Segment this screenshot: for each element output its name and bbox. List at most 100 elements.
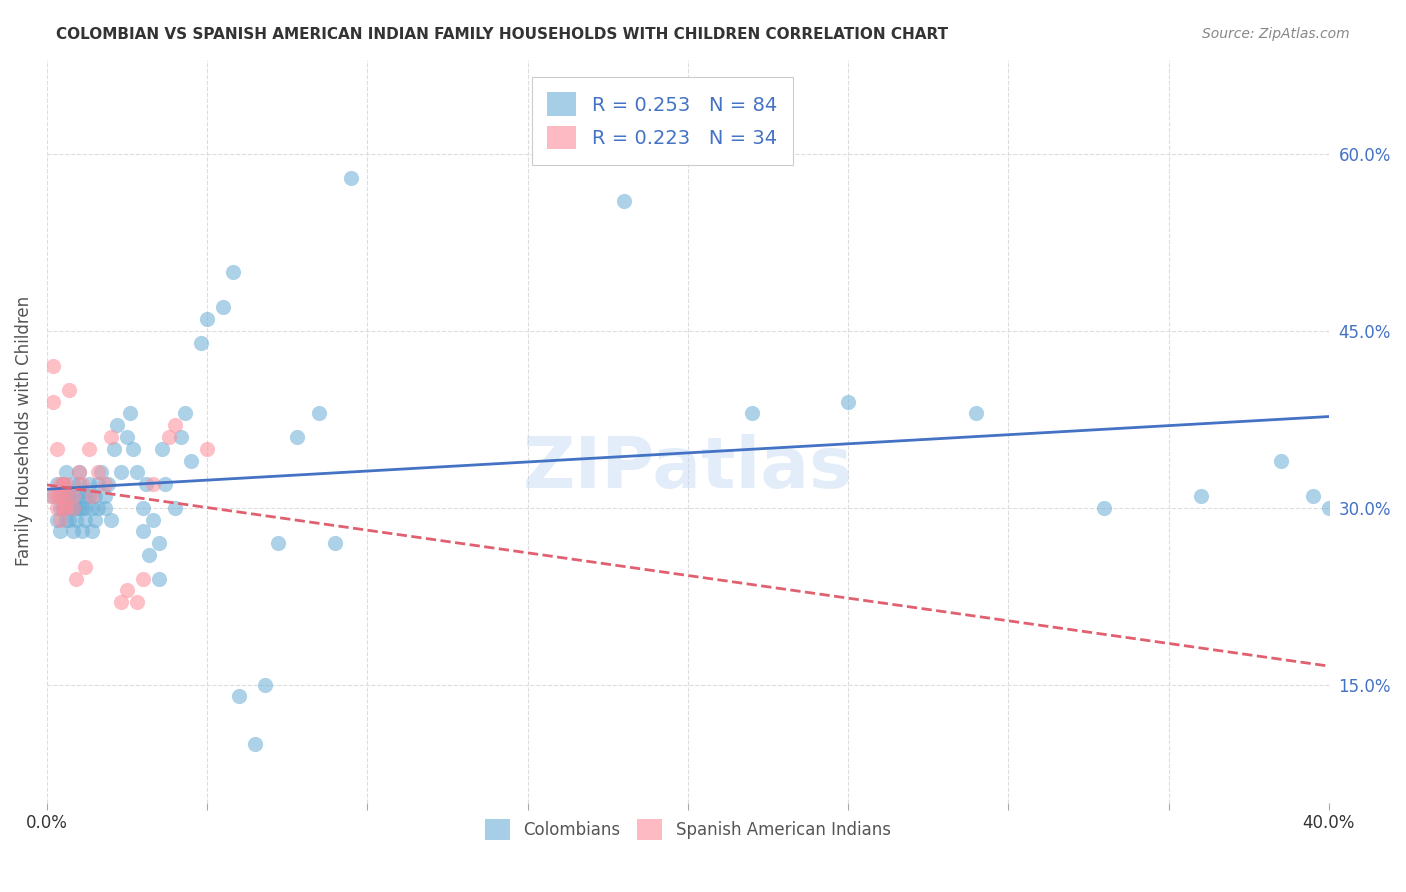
Point (42, 359, 65, 374)
Point (45, 489, 67, 503)
Text: Source: ZipAtlas.com: Source: ZipAtlas.com (1202, 27, 1350, 41)
Text: COLOMBIAN VS SPANISH AMERICAN INDIAN FAMILY HOUSEHOLDS WITH CHILDREN CORRELATION: COLOMBIAN VS SPANISH AMERICAN INDIAN FAM… (56, 27, 949, 42)
Point (80, 500, 103, 515)
Point (148, 572, 170, 586)
Point (1270, 453, 1292, 467)
Point (1094, 500, 1116, 515)
Point (245, 737, 267, 751)
Point (222, 265, 245, 279)
Point (75, 500, 97, 515)
Point (122, 442, 145, 456)
Point (67, 489, 90, 503)
Point (1302, 489, 1324, 503)
Point (77, 489, 100, 503)
Point (62, 500, 84, 515)
Point (253, 678, 276, 692)
Point (142, 512, 165, 526)
Point (173, 406, 195, 420)
Point (87, 477, 110, 491)
Point (62, 477, 84, 491)
Point (55, 466, 77, 480)
Point (48, 500, 70, 515)
Point (55, 477, 77, 491)
Point (48, 477, 70, 491)
Point (52, 489, 75, 503)
Legend: R = 0.253   N = 84, R = 0.223   N = 34: R = 0.253 N = 84, R = 0.223 N = 34 (531, 77, 793, 165)
Point (180, 453, 202, 467)
Point (62, 489, 84, 503)
Point (115, 430, 138, 444)
Point (132, 572, 155, 586)
Point (138, 548, 160, 562)
Point (80, 524, 103, 539)
Point (55, 489, 77, 503)
Point (65, 512, 87, 526)
Point (110, 595, 132, 609)
Point (548, 123, 571, 137)
Point (58, 489, 80, 503)
Point (87, 500, 110, 515)
Point (125, 466, 148, 480)
Point (58, 383, 80, 397)
Point (165, 418, 187, 433)
Point (45, 512, 67, 526)
Point (58, 500, 80, 515)
Point (70, 477, 93, 491)
Point (100, 430, 122, 444)
Point (195, 442, 218, 456)
Point (75, 512, 97, 526)
Point (84, 489, 107, 503)
Point (228, 690, 250, 704)
Point (67, 500, 90, 515)
Point (48, 524, 70, 539)
Point (323, 536, 346, 550)
Point (613, 194, 636, 208)
Y-axis label: Family Households with Children: Family Households with Children (15, 296, 32, 566)
Point (965, 406, 987, 420)
Point (67, 466, 90, 480)
Point (58, 512, 80, 526)
Point (157, 430, 180, 444)
Point (308, 406, 330, 420)
Point (142, 477, 165, 491)
Point (67, 477, 90, 491)
Point (148, 536, 170, 550)
Point (65, 489, 87, 503)
Point (77, 442, 100, 456)
Point (120, 406, 142, 420)
Point (70, 500, 93, 515)
Point (837, 394, 859, 409)
Point (65, 572, 87, 586)
Point (75, 489, 97, 503)
Point (132, 500, 155, 515)
Point (212, 300, 235, 314)
Point (90, 466, 112, 480)
Point (125, 595, 148, 609)
Point (45, 500, 67, 515)
Point (195, 312, 218, 326)
Point (48, 512, 70, 526)
Point (80, 489, 103, 503)
Point (741, 406, 763, 420)
Point (55, 512, 77, 526)
Point (285, 430, 308, 444)
Point (65, 500, 87, 515)
Point (87, 466, 110, 480)
Point (84, 512, 107, 526)
Point (340, 170, 363, 185)
Point (75, 559, 97, 574)
Point (97, 477, 120, 491)
Point (45, 442, 67, 456)
Point (45, 477, 67, 491)
Point (93, 500, 115, 515)
Point (155, 477, 177, 491)
Point (67, 466, 90, 480)
Point (266, 536, 288, 550)
Point (39, 489, 62, 503)
Text: ZIPatlas: ZIPatlas (523, 434, 853, 503)
Point (52, 477, 75, 491)
Point (48, 489, 70, 503)
Point (42, 489, 65, 503)
Point (52, 500, 75, 515)
Point (150, 442, 173, 456)
